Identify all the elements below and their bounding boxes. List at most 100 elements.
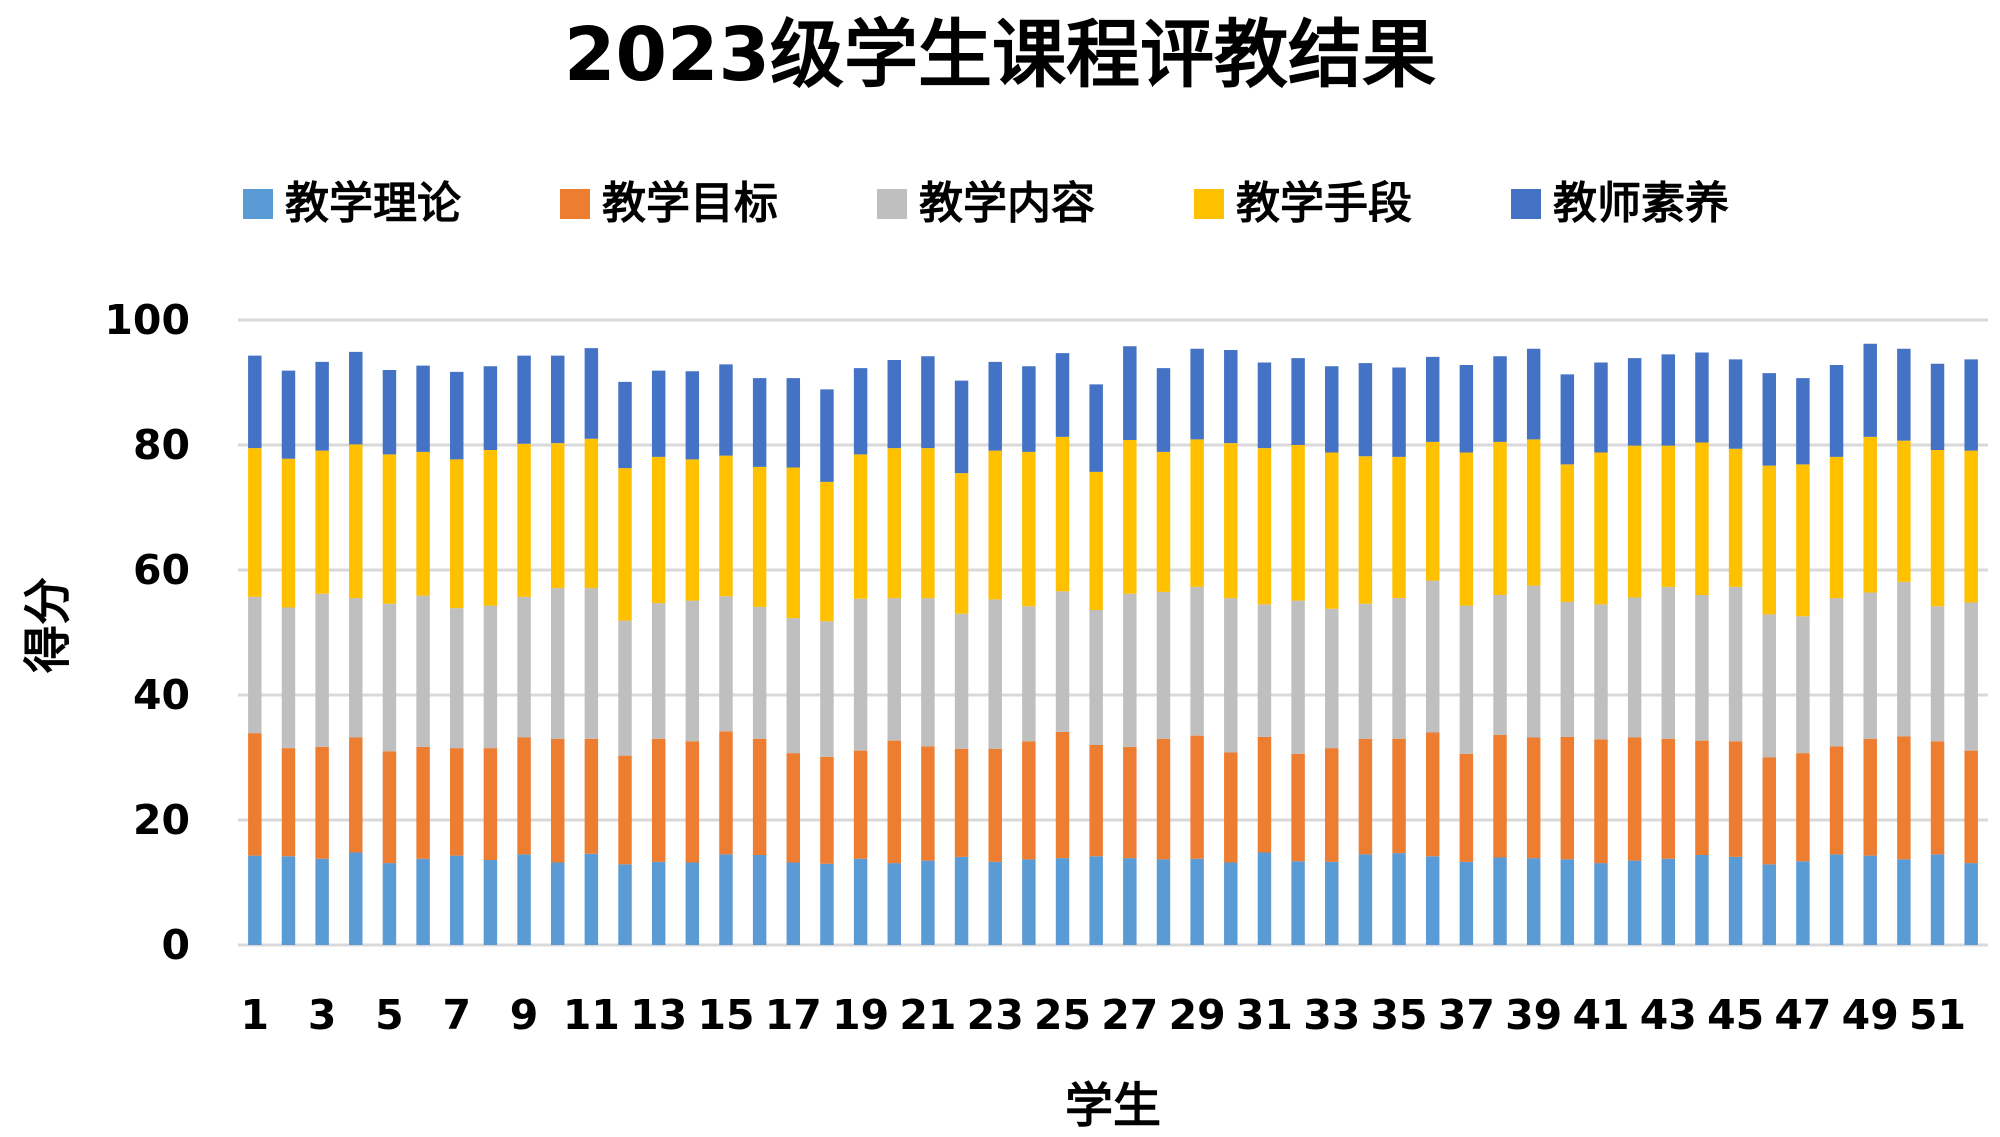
x-axis-ticks: 1 3 5 7 9 11 13 15 17 19 21 23 25 27 29 31 33 35 37 39 41 43 4… — [241, 991, 1966, 1039]
bar-segment-1 — [1190, 858, 1204, 945]
bar-segment-1 — [1728, 856, 1743, 945]
bar-segment-2 — [1459, 753, 1474, 862]
bar-segment-2 — [517, 737, 531, 855]
bar-segment-2 — [921, 746, 935, 861]
bar-segment-3 — [1459, 605, 1474, 754]
x-tick-label: 11 — [563, 991, 620, 1039]
bar-segment-5 — [1863, 343, 1877, 437]
bar-segment-3 — [752, 606, 767, 739]
bar-segment-1 — [1089, 856, 1103, 945]
x-tick-label: 5 — [375, 991, 404, 1039]
bar-segment-3 — [853, 598, 868, 751]
bar-segment-5 — [1459, 365, 1474, 453]
bar-segment-4 — [1123, 440, 1137, 594]
bar-segment-4 — [1089, 471, 1103, 610]
bar-segment-1 — [416, 858, 430, 945]
bar-segment-3 — [1089, 610, 1103, 745]
bar-segment-1 — [349, 852, 363, 945]
bar-segment-1 — [1392, 853, 1406, 945]
y-tick-label: 80 — [133, 421, 190, 469]
bar-segment-4 — [1392, 456, 1406, 599]
bar-segment-3 — [349, 598, 363, 738]
bar-segment-2 — [1796, 753, 1810, 862]
bar-segment-5 — [1325, 366, 1339, 453]
bar-segment-3 — [450, 608, 464, 749]
bar-segment-5 — [349, 351, 363, 445]
bar-segment-3 — [584, 588, 599, 739]
chart-title: 2023级学生课程评教结果 — [564, 12, 1436, 98]
bar-segment-3 — [1291, 600, 1305, 754]
x-tick-label: 51 — [1909, 991, 1966, 1039]
bar-segment-1 — [651, 861, 666, 945]
bar-segment-4 — [1459, 452, 1474, 606]
x-tick-label: 35 — [1371, 991, 1428, 1039]
bar-segment-5 — [1560, 374, 1575, 465]
bar-segment-1 — [1291, 861, 1305, 945]
bar-segment-5 — [618, 381, 632, 469]
bar-segment-1 — [1257, 852, 1272, 945]
bar-segment-3 — [1493, 595, 1507, 735]
bar-segment-5 — [1291, 358, 1305, 445]
bar-segment-2 — [550, 738, 565, 863]
bar-segment-2 — [1897, 736, 1911, 860]
bar-segment-3 — [1930, 606, 1945, 742]
bar-segment-5 — [1627, 358, 1642, 446]
bar-segment-5 — [1055, 353, 1070, 437]
bar-segment-4 — [450, 459, 464, 609]
bar-segment-2 — [1594, 739, 1608, 864]
bar-segment-5 — [1224, 350, 1238, 444]
bar-segment-1 — [1459, 861, 1474, 945]
bar-segment-4 — [921, 448, 935, 599]
bar-segment-2 — [651, 738, 666, 862]
bar-segment-1 — [820, 863, 834, 945]
bar-segment-4 — [1627, 445, 1642, 598]
bar-segment-1 — [1493, 857, 1507, 945]
bar-segment-3 — [1695, 595, 1709, 741]
bar-segment-4 — [1560, 464, 1575, 602]
bar-segment-2 — [954, 748, 969, 857]
bar-segment-4 — [1493, 441, 1507, 595]
bar-segment-4 — [786, 467, 801, 619]
bar-segment-2 — [1291, 753, 1305, 862]
bar-segment-5 — [1796, 378, 1810, 465]
x-tick-label: 29 — [1169, 991, 1226, 1039]
bar-segment-3 — [1425, 580, 1440, 733]
bar-segment-4 — [315, 450, 329, 594]
bar-segment-2 — [1022, 741, 1036, 860]
bar-segment-2 — [1829, 746, 1844, 855]
bar-segment-5 — [483, 366, 498, 450]
bar-segment-4 — [1526, 439, 1541, 586]
y-axis-label: 得分 — [20, 577, 76, 673]
legend-swatch — [1194, 189, 1224, 219]
x-tick-label: 41 — [1572, 991, 1629, 1039]
bar-segment-3 — [1022, 606, 1036, 742]
y-tick-label: 60 — [133, 546, 190, 594]
x-tick-label: 3 — [308, 991, 337, 1039]
bar-segment-2 — [1425, 732, 1440, 857]
bar-segment-5 — [1190, 348, 1204, 440]
bar-segment-5 — [820, 389, 834, 482]
bar-segment-2 — [1695, 740, 1709, 855]
bar-segment-3 — [248, 596, 262, 734]
bar-segment-5 — [1022, 366, 1036, 452]
bar-segment-1 — [1796, 861, 1810, 945]
bar-segment-5 — [1897, 348, 1911, 441]
bar-segment-2 — [1930, 741, 1945, 855]
bar-segment-4 — [1829, 456, 1844, 599]
x-axis-label: 学生 — [1065, 1078, 1161, 1134]
legend-label: 教学手段 — [1236, 178, 1412, 229]
x-tick-label: 17 — [765, 991, 822, 1039]
bar-segment-3 — [1358, 603, 1373, 739]
bar-segment-2 — [1190, 735, 1204, 859]
bar-segment-1 — [1897, 859, 1911, 945]
bar-segment-5 — [517, 355, 531, 444]
bar-segment-1 — [1022, 859, 1036, 945]
bar-segment-5 — [651, 370, 666, 457]
bar-segment-2 — [1526, 737, 1541, 859]
bar-segment-3 — [1156, 591, 1171, 739]
bar-segment-4 — [483, 450, 498, 606]
bar-segment-3 — [1392, 598, 1406, 739]
bar-segment-1 — [887, 863, 901, 945]
bar-segment-4 — [517, 443, 531, 597]
bar-segment-3 — [1224, 598, 1238, 753]
